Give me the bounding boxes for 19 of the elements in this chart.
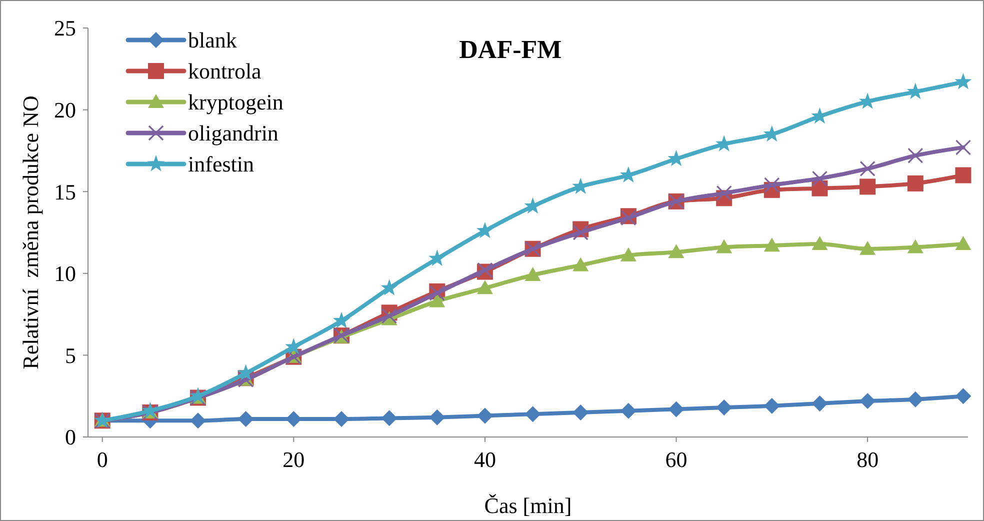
y-tick-label: 10: [54, 261, 76, 286]
y-axis-title: Relativní změna produkce NO: [18, 96, 43, 370]
legend-label: kryptogein: [188, 90, 284, 115]
x-tick-label: 40: [474, 447, 496, 472]
x-axis-title: Čas [min]: [484, 493, 572, 518]
y-tick-label: 5: [65, 342, 76, 368]
legend-label: infestin: [188, 152, 254, 177]
chart-title: DAF-FM: [459, 35, 562, 64]
legend-label: oligandrin: [188, 120, 278, 146]
y-tick-label: 0: [65, 424, 76, 450]
legend-label: blank: [188, 28, 237, 53]
y-tick-label: 25: [54, 16, 76, 41]
x-tick-label: 0: [96, 447, 108, 472]
y-tick-label: 20: [54, 98, 76, 122]
x-tick-label: 20: [282, 447, 305, 472]
x-tick-label: 60: [665, 447, 688, 472]
y-tick-label: 15: [54, 179, 76, 204]
x-tick-label: 80: [856, 447, 879, 472]
legend-label: kontrola: [188, 58, 262, 84]
